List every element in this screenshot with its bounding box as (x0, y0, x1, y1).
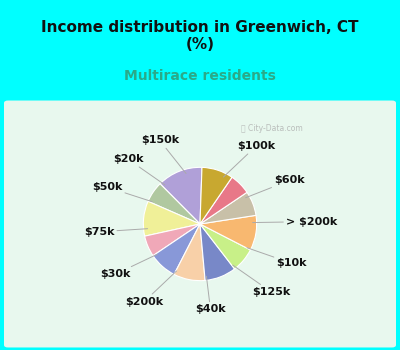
Text: $125k: $125k (233, 265, 291, 297)
Wedge shape (200, 177, 247, 224)
Text: Multirace residents: Multirace residents (124, 69, 276, 83)
Text: $10k: $10k (247, 248, 307, 268)
Wedge shape (153, 224, 200, 274)
Text: > $200k: > $200k (253, 217, 337, 226)
Wedge shape (174, 224, 205, 281)
Wedge shape (200, 224, 250, 269)
Wedge shape (200, 167, 232, 224)
Wedge shape (200, 224, 234, 280)
Text: $20k: $20k (113, 154, 165, 185)
Text: $60k: $60k (246, 175, 305, 198)
Text: $50k: $50k (92, 182, 152, 202)
Wedge shape (143, 201, 200, 236)
Wedge shape (160, 167, 202, 224)
Text: Income distribution in Greenwich, CT
(%): Income distribution in Greenwich, CT (%) (41, 20, 359, 52)
Wedge shape (145, 224, 200, 256)
Text: $200k: $200k (125, 271, 176, 307)
Wedge shape (200, 192, 256, 224)
Wedge shape (148, 184, 200, 224)
Text: $40k: $40k (195, 276, 226, 315)
Wedge shape (200, 215, 257, 250)
Text: $100k: $100k (224, 141, 275, 177)
Text: $30k: $30k (100, 254, 157, 279)
Text: $75k: $75k (84, 227, 148, 237)
Text: ⓘ City-Data.com: ⓘ City-Data.com (240, 124, 302, 133)
FancyBboxPatch shape (4, 100, 396, 348)
Text: $150k: $150k (141, 135, 186, 174)
